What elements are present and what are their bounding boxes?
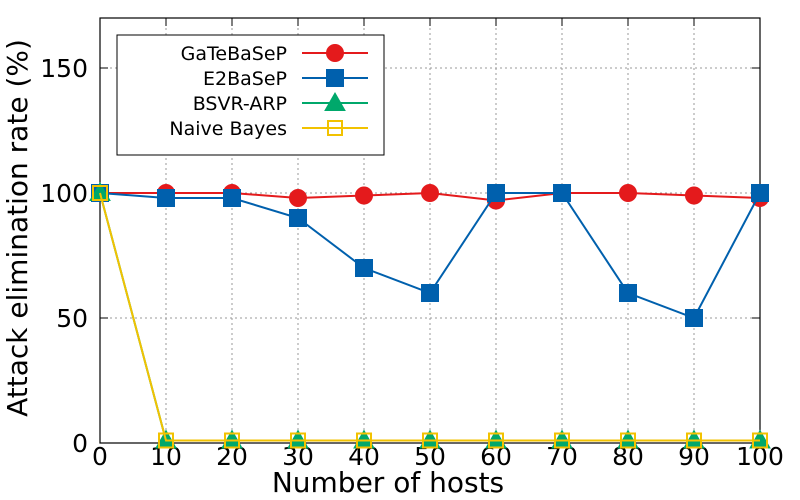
series-layer: [89, 181, 771, 449]
data-point: [685, 186, 703, 205]
data-point: [553, 184, 571, 202]
data-point: [422, 432, 438, 449]
y-tick-label: 0: [72, 429, 88, 458]
data-point: [355, 259, 373, 277]
data-point: [355, 186, 373, 205]
data-point: [487, 184, 505, 202]
data-point: [619, 284, 637, 302]
data-point: [356, 432, 372, 449]
data-point: [224, 432, 240, 449]
data-point: [554, 432, 570, 449]
legend-marker: [326, 44, 344, 62]
data-point: [488, 432, 504, 449]
legend-label: GaTeBaSeP: [181, 43, 287, 65]
legend-marker: [327, 120, 343, 136]
legend: GaTeBaSeP E2BaSeP BSVR-ARP Naive Bayes: [116, 34, 385, 156]
y-tick-labels: 0 50 100 150: [40, 54, 88, 458]
x-tick-labels: 0 10 20 30 40 50 60 70 80 90 100: [92, 442, 784, 471]
data-point: [619, 184, 637, 202]
legend-label: BSVR-ARP: [193, 93, 287, 115]
y-tick-label: 50: [56, 304, 88, 333]
series-gatebasep: [91, 184, 769, 210]
data-point: [92, 185, 108, 201]
legend-label: Naive Bayes: [169, 118, 287, 140]
data-point: [421, 184, 439, 202]
data-point: [157, 189, 175, 207]
series-e2basep: [91, 184, 769, 327]
legend-marker: [324, 91, 346, 111]
legend-marker: [326, 69, 344, 87]
x-axis-label: Number of hosts: [272, 466, 504, 499]
x-tick-label: 0: [92, 442, 108, 471]
data-point: [223, 189, 241, 207]
data-point: [289, 209, 307, 227]
data-point: [421, 284, 439, 302]
data-point: [290, 432, 306, 449]
series-naive-bayes: [92, 185, 768, 449]
data-point: [289, 189, 307, 207]
data-point: [752, 432, 768, 449]
data-point: [751, 184, 769, 202]
y-tick-label: 150: [40, 54, 88, 83]
y-tick-label: 100: [40, 179, 88, 208]
data-point: [685, 309, 703, 327]
series-line: [99, 192, 760, 442]
data-point: [686, 432, 702, 449]
data-point: [158, 432, 174, 449]
y-axis-label: Attack elimination rate (%): [1, 39, 34, 417]
data-point: [620, 432, 636, 449]
legend-label: E2BaSeP: [203, 68, 287, 90]
